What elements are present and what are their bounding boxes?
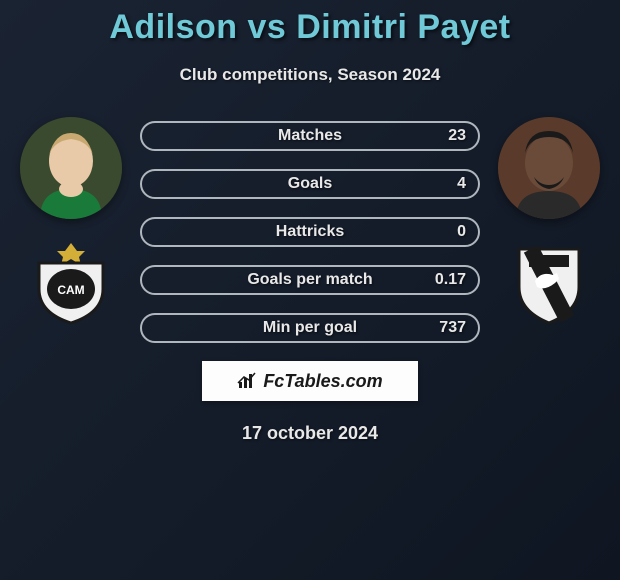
left-player-col: CAM bbox=[16, 117, 126, 325]
stats-col: Matches 23 Goals 4 Hattricks 0 Goals per… bbox=[140, 117, 480, 343]
stat-label: Min per goal bbox=[263, 319, 357, 337]
stat-row-goals-per-match: Goals per match 0.17 bbox=[140, 265, 480, 295]
avatar-left-svg bbox=[20, 117, 122, 219]
stat-label: Matches bbox=[278, 127, 342, 145]
stat-row-hattricks: Hattricks 0 bbox=[140, 217, 480, 247]
subtitle: Club competitions, Season 2024 bbox=[0, 65, 620, 85]
stat-value-right: 737 bbox=[439, 319, 466, 337]
club-left-text: CAM bbox=[57, 283, 84, 297]
shield-left-svg: CAM bbox=[21, 241, 121, 325]
player-left-photo bbox=[20, 117, 122, 219]
stat-value-right: 0 bbox=[457, 223, 466, 241]
stat-row-min-per-goal: Min per goal 737 bbox=[140, 313, 480, 343]
stat-row-goals: Goals 4 bbox=[140, 169, 480, 199]
shield-right-svg bbox=[499, 241, 599, 325]
chart-icon bbox=[237, 372, 259, 390]
brand-box[interactable]: FcTables.com bbox=[202, 361, 418, 401]
club-left-logo: CAM bbox=[21, 241, 121, 325]
container: Adilson vs Dimitri Payet Club competitio… bbox=[0, 0, 620, 444]
stat-label: Hattricks bbox=[276, 223, 344, 241]
stat-value-right: 4 bbox=[457, 175, 466, 193]
right-player-col bbox=[494, 117, 604, 325]
stat-value-right: 0.17 bbox=[435, 271, 466, 289]
date-line: 17 october 2024 bbox=[0, 423, 620, 444]
club-right-logo bbox=[499, 241, 599, 325]
player-right-photo bbox=[498, 117, 600, 219]
main-row: CAM Matches 23 Goals 4 Hattricks 0 Goals… bbox=[0, 117, 620, 343]
stat-value-right: 23 bbox=[448, 127, 466, 145]
brand-text: FcTables.com bbox=[263, 371, 382, 392]
avatar-right-svg bbox=[498, 117, 600, 219]
stat-row-matches: Matches 23 bbox=[140, 121, 480, 151]
stat-label: Goals bbox=[288, 175, 332, 193]
stat-label: Goals per match bbox=[247, 271, 372, 289]
page-title: Adilson vs Dimitri Payet bbox=[0, 8, 620, 47]
